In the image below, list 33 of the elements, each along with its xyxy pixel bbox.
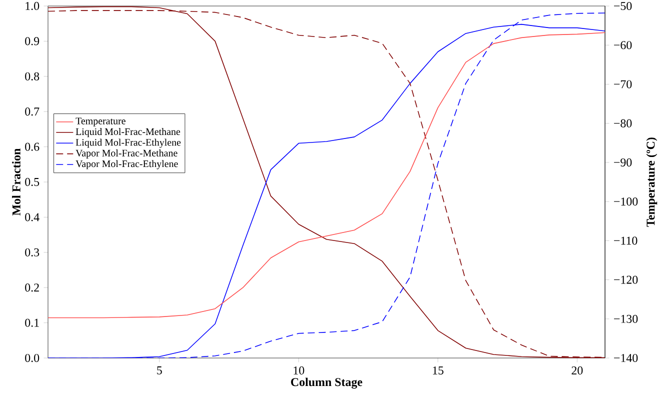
y-tick-label: 0.2 <box>25 284 39 292</box>
y-tick-label: 0.9 <box>25 37 40 46</box>
legend-label: Liquid Mol-Frac-Methane <box>76 128 180 138</box>
y-tick-label: 0.3 <box>25 248 40 256</box>
x-tick-label: 20 <box>572 366 583 374</box>
y2-tick-label: −110 <box>614 236 638 245</box>
y2-tick-label: −100 <box>614 198 638 206</box>
legend-label: Liquid Mol-Frac-Ethylene <box>76 138 181 148</box>
y2-tick-label: −140 <box>614 354 638 362</box>
y-tick-label: 0.8 <box>25 72 40 80</box>
y-tick-label: 1.0 <box>26 2 40 10</box>
y2-tick-label: −80 <box>614 119 632 128</box>
y2-axis-title: Temperature (ºC) <box>646 138 658 227</box>
y2-tick-label: −120 <box>614 276 638 284</box>
legend-label: Vapor Mol-Frac-Ethylene <box>76 160 178 170</box>
y2-tick-label: −90 <box>614 158 632 166</box>
y-tick-label: 0.0 <box>25 354 40 362</box>
y-tick-label: 0.5 <box>25 178 40 186</box>
y2-tick-label: −60 <box>614 41 632 50</box>
legend-label: Vapor Mol-Frac-Methane <box>76 149 178 158</box>
y-tick-label: 0.6 <box>25 142 40 151</box>
legend-label: Temperature <box>76 118 126 126</box>
y-tick-label: 0.7 <box>25 108 40 116</box>
x-tick-label: 10 <box>294 366 304 374</box>
y-axis-title: Mol Fraction <box>12 148 20 216</box>
y2-tick-label: −50 <box>614 2 632 10</box>
y-tick-label: 0.1 <box>25 318 39 327</box>
y-tick-label: 0.4 <box>25 213 40 222</box>
y2-tick-label: −70 <box>614 80 632 88</box>
x-tick-label: 15 <box>432 366 444 374</box>
y2-tick-label: −130 <box>614 314 638 323</box>
x-tick-label: 5 <box>157 366 162 374</box>
x-axis-title: Column Stage <box>291 378 362 389</box>
